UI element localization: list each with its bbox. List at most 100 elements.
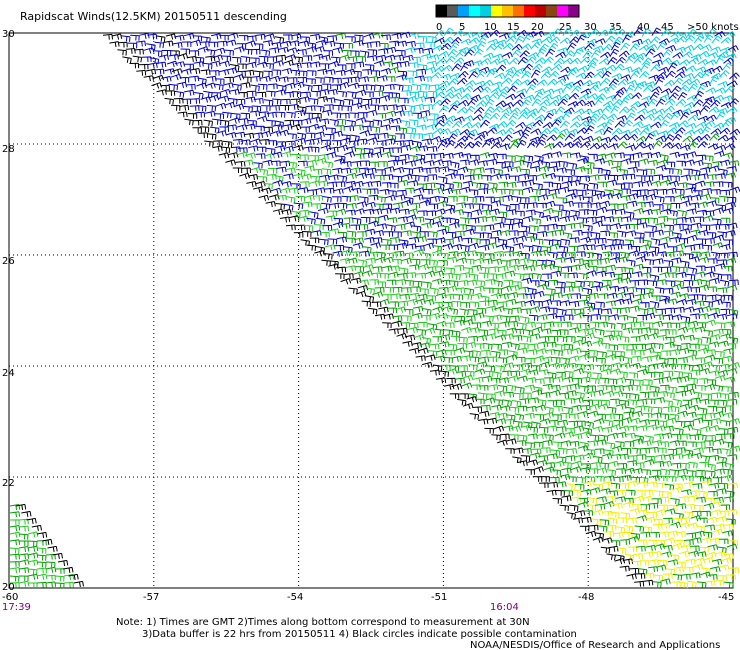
wind-barb <box>252 186 264 193</box>
wind-barb <box>553 175 563 182</box>
wind-barb <box>689 202 700 209</box>
wind-barb <box>706 294 717 301</box>
wind-barb <box>15 503 27 510</box>
wind-barb <box>688 550 699 557</box>
wind-barb <box>687 320 699 327</box>
legend-label: 10 <box>484 22 497 33</box>
wind-barb <box>514 92 526 100</box>
wind-barb <box>720 504 731 511</box>
wind-barb <box>388 271 399 278</box>
wind-barb <box>323 253 333 260</box>
wind-barb <box>655 425 666 432</box>
wind-barb <box>320 231 330 238</box>
wind-barb <box>353 124 364 131</box>
wind-barb <box>477 392 488 400</box>
wind-barb <box>635 232 645 239</box>
wind-barb <box>465 168 475 176</box>
wind-barb <box>496 243 508 250</box>
wind-barb <box>666 298 678 305</box>
wind-barb <box>190 68 201 75</box>
wind-barb <box>531 389 543 396</box>
wind-barb <box>280 151 292 158</box>
wind-barb <box>685 244 696 251</box>
wind-barb <box>409 264 420 271</box>
wind-barb <box>548 99 560 107</box>
wind-barb <box>621 272 632 279</box>
wind-barb <box>476 225 486 232</box>
wind-barb <box>627 166 638 173</box>
wind-barb <box>36 547 47 554</box>
wind-barb <box>597 384 608 391</box>
wind-barb <box>374 313 386 320</box>
wind-barb <box>346 172 357 180</box>
wind-barb <box>326 151 337 159</box>
wind-barb <box>698 313 709 320</box>
wind-barb <box>273 60 284 67</box>
wind-barb <box>443 27 454 36</box>
wind-barb <box>413 187 425 194</box>
wind-barb <box>525 469 535 475</box>
wind-barb <box>580 405 591 411</box>
wind-barb <box>666 417 677 424</box>
wind-barb <box>438 260 448 266</box>
wind-barb <box>595 475 605 482</box>
wind-barb <box>386 279 397 286</box>
wind-barb <box>478 272 489 279</box>
wind-barb <box>499 143 511 151</box>
wind-barb <box>602 159 614 166</box>
wind-barb <box>408 32 420 40</box>
wind-barb <box>548 481 558 488</box>
wind-barb <box>624 467 635 474</box>
wind-barb <box>527 232 538 240</box>
wind-barb <box>337 90 348 98</box>
wind-barb <box>659 441 669 448</box>
wind-barb <box>350 224 361 231</box>
wind-barb <box>658 504 668 511</box>
wind-barbs <box>9 27 740 589</box>
wind-barb <box>583 196 593 203</box>
wind-barb <box>475 100 487 107</box>
wind-barb <box>324 76 334 83</box>
wind-barb <box>652 266 663 273</box>
wind-barb <box>664 168 674 174</box>
wind-barb <box>532 119 544 127</box>
wind-barb <box>18 546 30 553</box>
wind-barb <box>354 153 365 160</box>
wind-barb <box>508 112 519 121</box>
wind-barb <box>307 70 317 77</box>
wind-barb <box>525 321 536 328</box>
wind-barb <box>708 312 719 319</box>
wind-barb <box>619 336 630 343</box>
wind-barb <box>291 33 302 40</box>
wind-barb <box>660 179 672 186</box>
wind-barb <box>634 321 645 328</box>
wind-barb <box>479 300 490 307</box>
wind-barb <box>412 112 422 119</box>
wind-barb <box>634 580 645 587</box>
wind-barb <box>635 175 646 182</box>
wind-barb <box>514 159 525 166</box>
wind-barb <box>707 544 719 551</box>
wind-barb <box>45 561 56 568</box>
wind-barb <box>454 377 465 384</box>
wind-barb <box>219 60 230 68</box>
wind-barb <box>267 167 278 174</box>
wind-barb <box>633 208 644 215</box>
wind-barb <box>256 146 267 153</box>
wind-barb <box>620 277 632 284</box>
wind-barb <box>512 335 523 341</box>
wind-barb <box>416 236 427 243</box>
wind-barb <box>680 315 691 323</box>
wind-barb <box>632 152 643 159</box>
wind-barb <box>653 229 664 236</box>
wind-barb <box>447 343 458 351</box>
wind-barb <box>281 181 292 188</box>
wind-barb <box>675 127 686 135</box>
wind-barb <box>681 78 693 86</box>
wind-barb <box>165 33 177 40</box>
wind-barb <box>537 133 548 142</box>
wind-barb <box>600 51 611 59</box>
wind-barb <box>572 517 584 524</box>
wind-barb <box>619 133 630 141</box>
wind-barb <box>620 362 631 369</box>
